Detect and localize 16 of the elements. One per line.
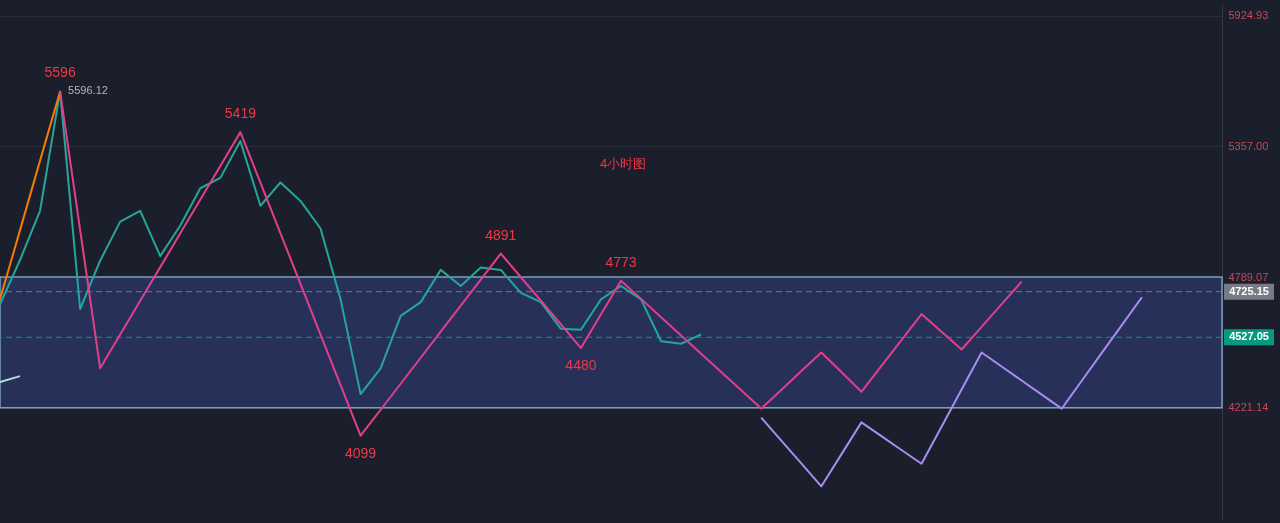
y-tick-label: 5924.93 [1228, 9, 1269, 22]
annotation: 4480 [565, 357, 597, 374]
line-series [0, 90, 62, 301]
annotation: 4891 [485, 226, 517, 243]
ref-line-label: 4725.15 [1229, 284, 1269, 297]
line-series [760, 296, 1143, 488]
y-tick-label: 4789.07 [1228, 270, 1269, 283]
y-tick-label: 4221.14 [1228, 401, 1269, 414]
annotation: 5419 [224, 105, 257, 122]
annotation: 4小时图 [600, 156, 647, 171]
annotation: 5596 [44, 64, 76, 81]
annotation: 5596.12 [68, 84, 108, 97]
annotation: 4773 [605, 253, 637, 270]
y-tick-label: 5357.00 [1228, 139, 1269, 152]
ref-line-label: 4527.05 [1229, 330, 1269, 343]
annotation: 4099 [345, 444, 377, 461]
